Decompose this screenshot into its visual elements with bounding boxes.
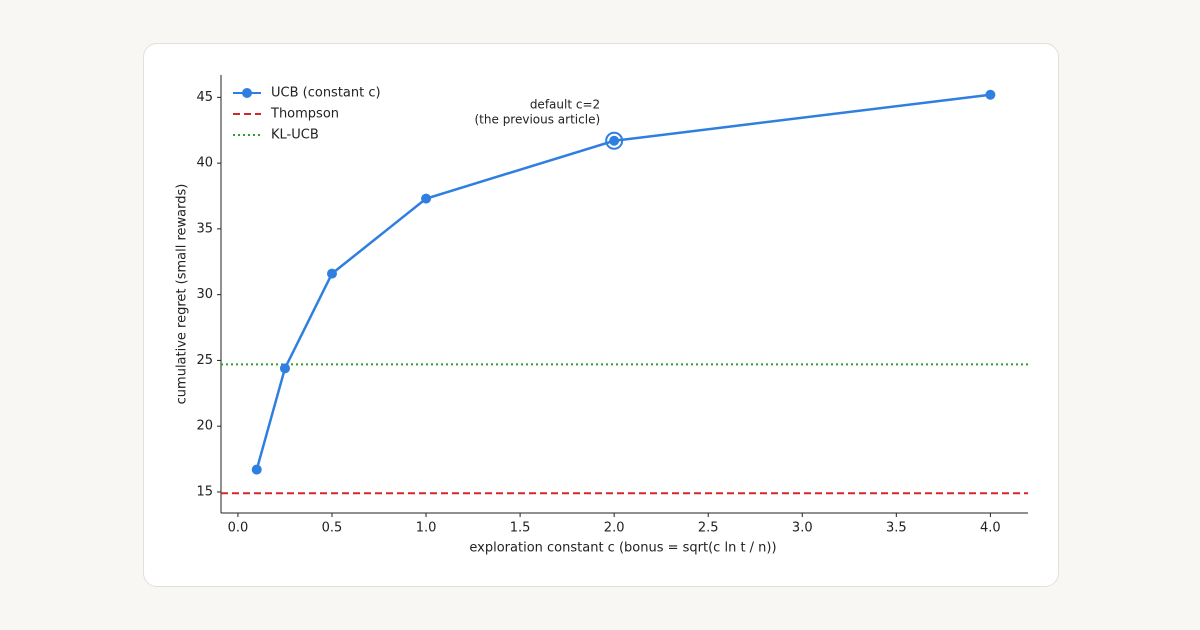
- point: [421, 193, 432, 204]
- x-tick-label: 3.5: [886, 521, 907, 536]
- point: [251, 464, 262, 475]
- x-tick-label: 2.0: [604, 521, 625, 536]
- y-tick-label: 35: [196, 221, 213, 236]
- y-axis-label: cumulative regret (small rewards): [175, 184, 190, 405]
- card: [143, 43, 1059, 587]
- x-tick-label: 4.0: [980, 521, 1001, 536]
- annotation: (the previous article): [475, 112, 601, 126]
- point: [279, 363, 290, 374]
- y-tick-label: 25: [196, 353, 213, 368]
- legend-label: KL-UCB: [271, 128, 319, 143]
- series-line: [255, 93, 991, 470]
- highlight-ring: [605, 131, 624, 150]
- y-tick-label: 30: [196, 287, 213, 302]
- annotation: default c=2: [530, 97, 600, 111]
- x-tick-label: 3.0: [792, 521, 813, 536]
- x-tick-label: 0.5: [322, 521, 343, 536]
- x-tick-label: 0.0: [228, 521, 249, 536]
- y-tick-label: 15: [196, 484, 213, 499]
- legend-marker: [242, 88, 252, 98]
- y-tick-label: 40: [196, 156, 213, 171]
- y-tick-label: 20: [196, 419, 213, 434]
- x-tick-label: 1.0: [416, 521, 437, 536]
- legend-label: Thompson: [270, 107, 339, 122]
- x-tick-label: 1.5: [510, 521, 531, 536]
- point: [609, 135, 620, 146]
- point: [326, 268, 337, 279]
- x-tick-label: 2.5: [698, 521, 719, 536]
- point: [985, 89, 996, 100]
- x-axis-label: exploration constant c (bonus = sqrt(c l…: [469, 541, 776, 556]
- y-tick-label: 45: [196, 90, 213, 105]
- legend-label: UCB (constant c): [271, 86, 381, 101]
